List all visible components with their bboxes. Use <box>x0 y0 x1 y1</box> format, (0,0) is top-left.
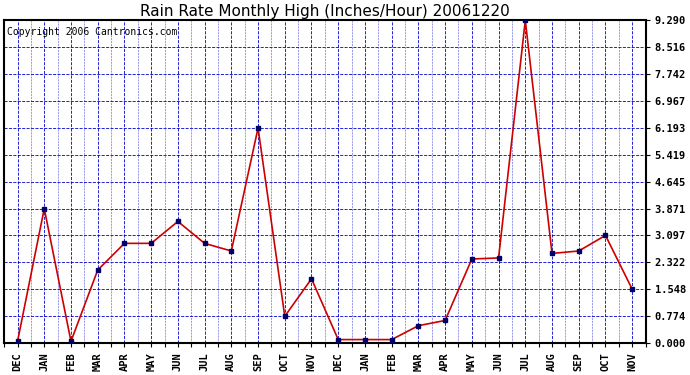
Text: Copyright 2006 Cantronics.com: Copyright 2006 Cantronics.com <box>8 27 178 37</box>
Title: Rain Rate Monthly High (Inches/Hour) 20061220: Rain Rate Monthly High (Inches/Hour) 200… <box>140 4 510 19</box>
